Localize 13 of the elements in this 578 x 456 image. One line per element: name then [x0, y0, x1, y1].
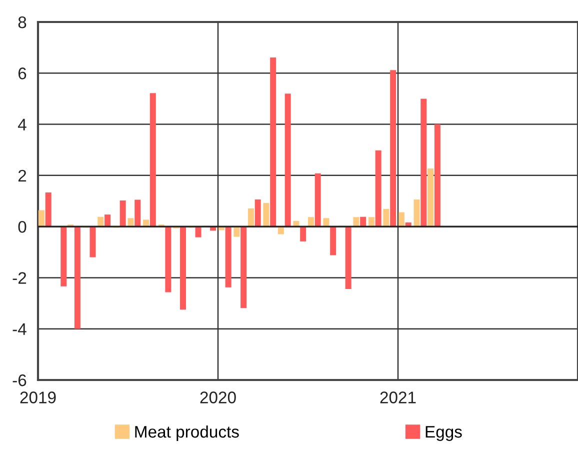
y-tick-label: 0 [18, 220, 26, 233]
y-tick-label: 4 [18, 118, 26, 130]
x-tick-label: 2021 [380, 392, 416, 404]
y-tick-label: 8 [18, 16, 26, 28]
x-tick-label: 2020 [200, 392, 236, 404]
y-tick-label: -6 [12, 374, 26, 386]
legend-label: Meat products [135, 425, 239, 441]
legend-label: Eggs [426, 426, 462, 441]
y-tick-label: 6 [18, 68, 26, 80]
y-tick-label: -2 [12, 272, 26, 284]
y-tick-label: 2 [18, 170, 26, 182]
x-tick-label: 2019 [20, 392, 56, 404]
y-tick-label: -4 [12, 323, 26, 335]
